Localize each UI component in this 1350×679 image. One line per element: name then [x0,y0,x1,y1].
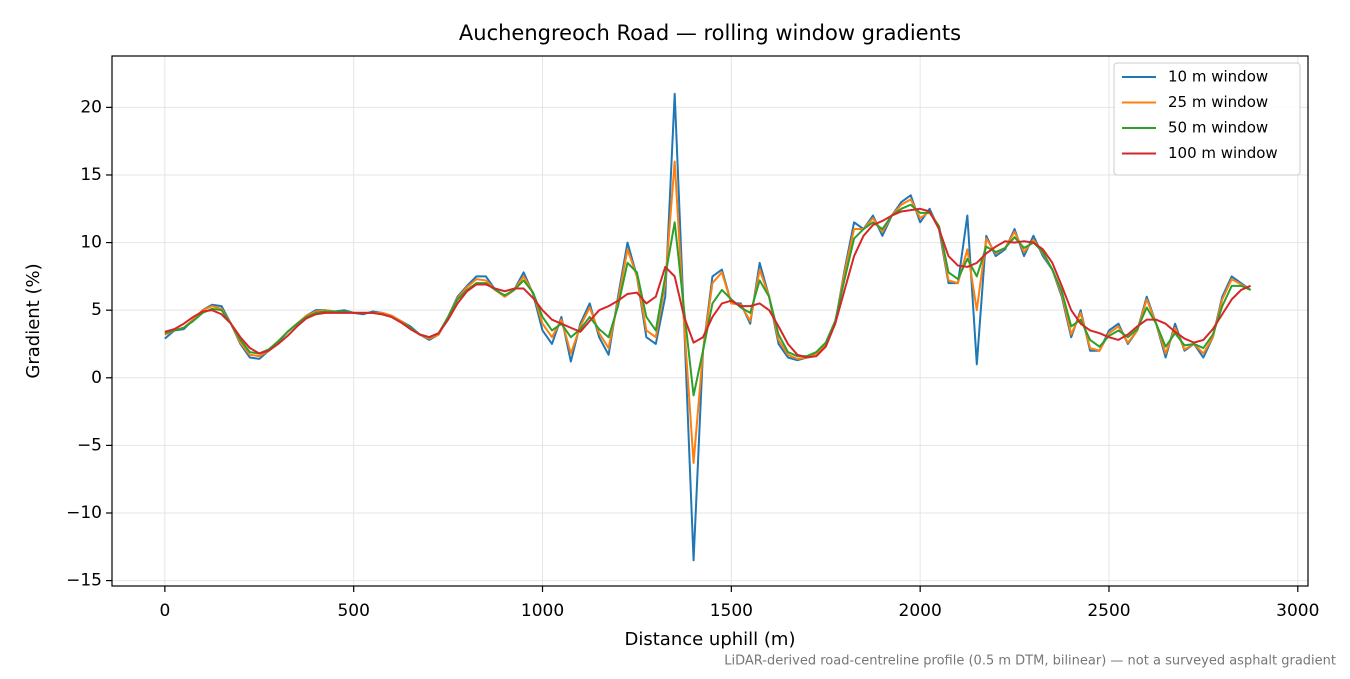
plot-area [164,92,1252,562]
legend-label: 25 m window [1168,93,1268,111]
legend-label: 10 m window [1168,68,1268,86]
y-tick-label: −15 [66,571,102,591]
legend-label: 50 m window [1168,119,1268,137]
x-tick-label: 2000 [899,601,942,621]
legend-label: 100 m window [1168,144,1278,162]
y-tick-label: −5 [77,435,102,455]
y-tick-label: 0 [91,368,102,388]
x-tick-label: 500 [337,601,369,621]
grid: 0 500 1000 1500 2000 2500 3000 −15 −10 −5 0 5 10 15 20 [66,56,1319,621]
legend: 10 m window 25 m window 50 m window 100 m w… [1113,62,1301,176]
y-tick-label: 5 [91,300,102,320]
series-line [164,207,1251,359]
x-tick-label: 2500 [1087,601,1130,621]
axes-frame [111,55,1309,587]
x-tick-label: 1000 [521,601,564,621]
y-axis-label: Gradient (%) [23,263,44,378]
y-tick-label: 10 [80,233,102,253]
x-tick-label: 3000 [1276,601,1319,621]
chart-title: Auchengreoch Road — rolling window gradi… [459,21,961,45]
y-tick-label: 15 [80,165,102,185]
y-tick-label: 20 [80,97,102,117]
y-tick-label: −10 [66,503,102,523]
x-tick-label: 0 [159,601,170,621]
series-line [164,203,1251,397]
legend-box [1113,62,1301,176]
x-tick-label: 1500 [710,601,753,621]
x-axis-label: Distance uphill (m) [625,629,796,650]
footnote: LiDAR-derived road-centreline profile (0… [724,654,1336,669]
